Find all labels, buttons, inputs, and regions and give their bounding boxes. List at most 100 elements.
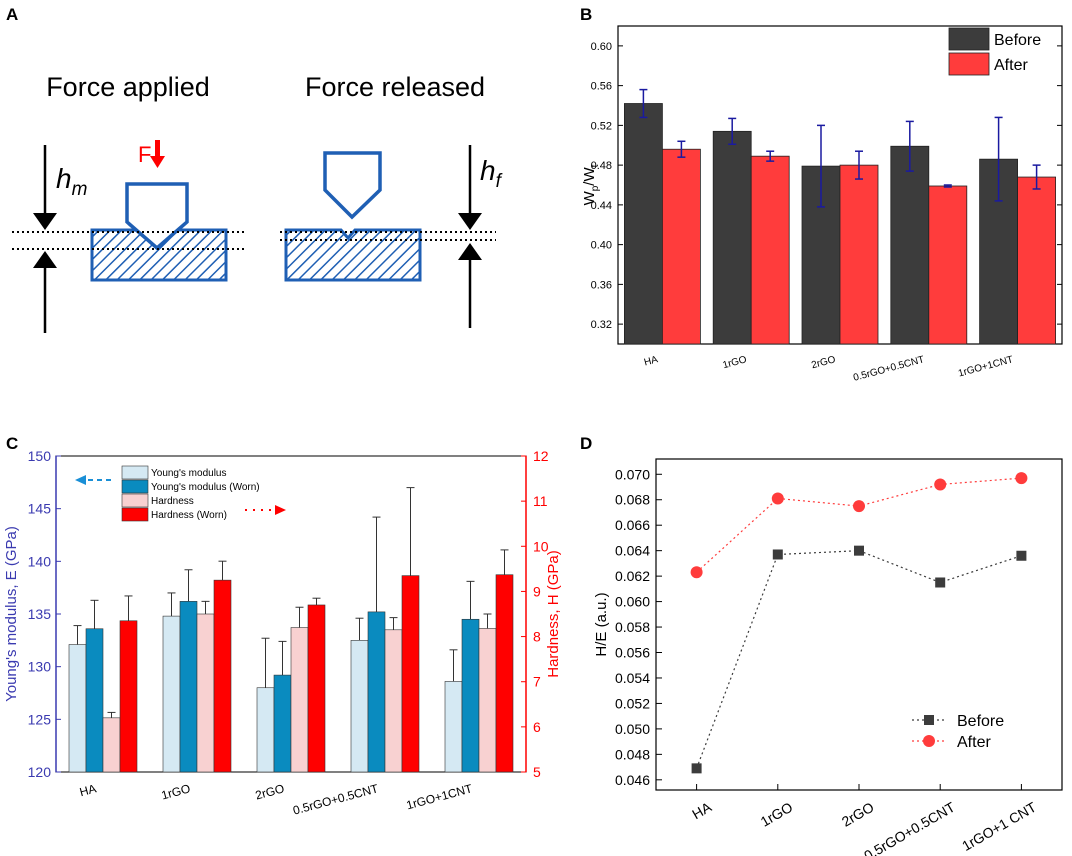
- c-right-tick-label: 8: [533, 629, 541, 645]
- specimen-block-released: [284, 228, 422, 282]
- indenter-released: [323, 151, 382, 220]
- panel-a-letter: A: [6, 5, 18, 24]
- c-bar-youngs-modulus: [162, 615, 181, 773]
- c-left-tick-label: 150: [28, 448, 52, 464]
- d-y-tick-label: 0.056: [615, 645, 650, 661]
- c-bar-hardness-worn: [213, 579, 232, 773]
- d-legend-marker-after: [923, 735, 935, 747]
- d-y-axis-label: H/E (a.u.): [593, 592, 610, 656]
- d-y-tick-label: 0.048: [615, 746, 650, 762]
- d-point-after: [934, 478, 947, 491]
- c-right-tick-label: 5: [533, 764, 541, 780]
- c-bar-youngs-modulus: [444, 681, 463, 773]
- c-bar-youngs-modulus-worn: [461, 618, 480, 773]
- b-bar-after: [662, 148, 701, 345]
- c-bar-youngs-modulus-worn: [273, 674, 292, 773]
- c-bar-hardness: [196, 613, 215, 773]
- b-y-axis-label: Wp/Wt: [581, 164, 601, 205]
- c-bar-youngs-modulus: [256, 687, 275, 773]
- d-y-tick-label: 0.066: [615, 517, 650, 533]
- b-y-tick-label: 0.52: [591, 120, 612, 132]
- d-x-tick-label: HA: [689, 798, 714, 822]
- force-applied-title: Force applied: [46, 72, 210, 102]
- d-point-before: [854, 545, 864, 556]
- b-y-tick-label: 0.32: [591, 319, 612, 331]
- c-x-tick-label: 1rGO: [160, 781, 192, 802]
- c-x-tick-label: HA: [78, 781, 98, 799]
- c-bar-hardness: [478, 628, 497, 773]
- c-bar-youngs-modulus: [68, 644, 87, 773]
- c-bar-hardness-worn: [401, 575, 420, 773]
- c-left-tick-label: 130: [28, 659, 52, 675]
- b-x-tick-label: 0.5rGO+0.5CNT: [852, 354, 925, 384]
- c-right-tick-label: 12: [533, 448, 549, 464]
- c-right-tick-label: 9: [533, 583, 541, 599]
- panel-c-letter: C: [6, 434, 18, 453]
- b-y-label-sub1: p: [590, 185, 601, 191]
- panel-c-plot: 120 125 130 135 140 145 150 5 6 7 8 9 10 11 12 HA 1rGO 2r…: [3, 448, 562, 818]
- c-right-tick-label: 10: [533, 538, 549, 554]
- c-legend-swatch: [121, 493, 149, 508]
- c-left-tick-label: 120: [28, 764, 52, 780]
- b-bar-after: [1017, 176, 1056, 345]
- c-bar-youngs-modulus-worn: [367, 611, 386, 773]
- b-bar-after: [839, 164, 879, 345]
- c-left-tick-label: 140: [28, 553, 52, 569]
- c-legend-swatch: [121, 507, 149, 522]
- force-label: F: [138, 142, 151, 167]
- c-right-tick-label: 6: [533, 719, 541, 735]
- panel-b: B 0.32 0.36 0.40 0.44 0.48 0.52 0.56 0.60 HA 1rGO…: [580, 5, 1063, 384]
- d-x-tick-label: 1rGO+1 CNT: [959, 799, 1039, 855]
- d-point-before: [935, 577, 946, 588]
- b-y-tick-label: 0.36: [591, 279, 612, 291]
- force-arrow-icon: [150, 140, 165, 168]
- c-x-tick-label: 0.5rGO+0.5CNT: [291, 781, 380, 817]
- b-bar-before: [712, 130, 752, 345]
- force-released-title: Force released: [305, 72, 485, 102]
- c-bar-hardness-worn: [119, 620, 138, 773]
- d-point-after: [853, 500, 865, 513]
- d-series-after-line: [696, 477, 1022, 573]
- c-right-tick-label: 11: [533, 493, 548, 509]
- c-bar-hardness: [290, 627, 309, 773]
- c-left-tick-label: 145: [28, 501, 52, 517]
- b-legend-label: Before: [994, 32, 1041, 49]
- d-legend-label: After: [957, 734, 991, 751]
- b-y-tick-label: 0.48: [591, 160, 612, 172]
- b-x-tick-label: 2rGO: [810, 354, 837, 371]
- c-bar-hardness: [384, 629, 403, 773]
- b-bar-after: [928, 185, 968, 345]
- c-bar-hardness: [102, 717, 121, 773]
- hm-arrows: [33, 145, 57, 333]
- c-bar-youngs-modulus-worn: [179, 601, 198, 773]
- b-legend-swatch-after: [948, 52, 990, 76]
- b-y-label-sep: /W: [581, 167, 598, 186]
- b-y-label-main: W: [581, 190, 598, 205]
- d-x-tick-label: 2rGO: [839, 799, 877, 830]
- c-legend-label: Young's modulus (Worn): [151, 482, 260, 493]
- c-left-axis-arrow-icon: [75, 475, 86, 485]
- d-point-before: [772, 549, 783, 560]
- panel-d: D 0.0460.0480.0500.0520.0540.0560.0580.0…: [580, 434, 1063, 856]
- d-point-after: [771, 492, 784, 505]
- d-y-tick-label: 0.064: [615, 543, 650, 559]
- panel-d-letter: D: [580, 434, 592, 453]
- d-legend-marker-before: [924, 715, 934, 725]
- c-legend-label: Hardness: [151, 496, 194, 507]
- b-bar-before: [624, 103, 663, 345]
- c-legend-label: Hardness (Worn): [151, 510, 227, 521]
- c-right-tick-label: 7: [533, 674, 541, 690]
- c-x-tick-label: 2rGO: [254, 781, 286, 802]
- panel-c: C 120 125 130 135 140 145 150 5 6 7 8 9 10 11 12 HA 1rGO…: [3, 434, 562, 818]
- hf-arrows: [458, 145, 482, 328]
- hf-label: hf: [480, 155, 503, 192]
- b-bar-before: [890, 145, 930, 345]
- c-left-axis-label: Young's modulus, E (GPa): [3, 526, 20, 702]
- c-right-axis-label: Hardness, H (GPa): [545, 550, 562, 678]
- b-bar-after: [750, 155, 790, 345]
- d-y-tick-label: 0.046: [615, 772, 650, 788]
- hm-label: hm: [56, 163, 87, 200]
- d-legend-label: Before: [957, 713, 1004, 730]
- b-y-tick-label: 0.40: [591, 240, 612, 252]
